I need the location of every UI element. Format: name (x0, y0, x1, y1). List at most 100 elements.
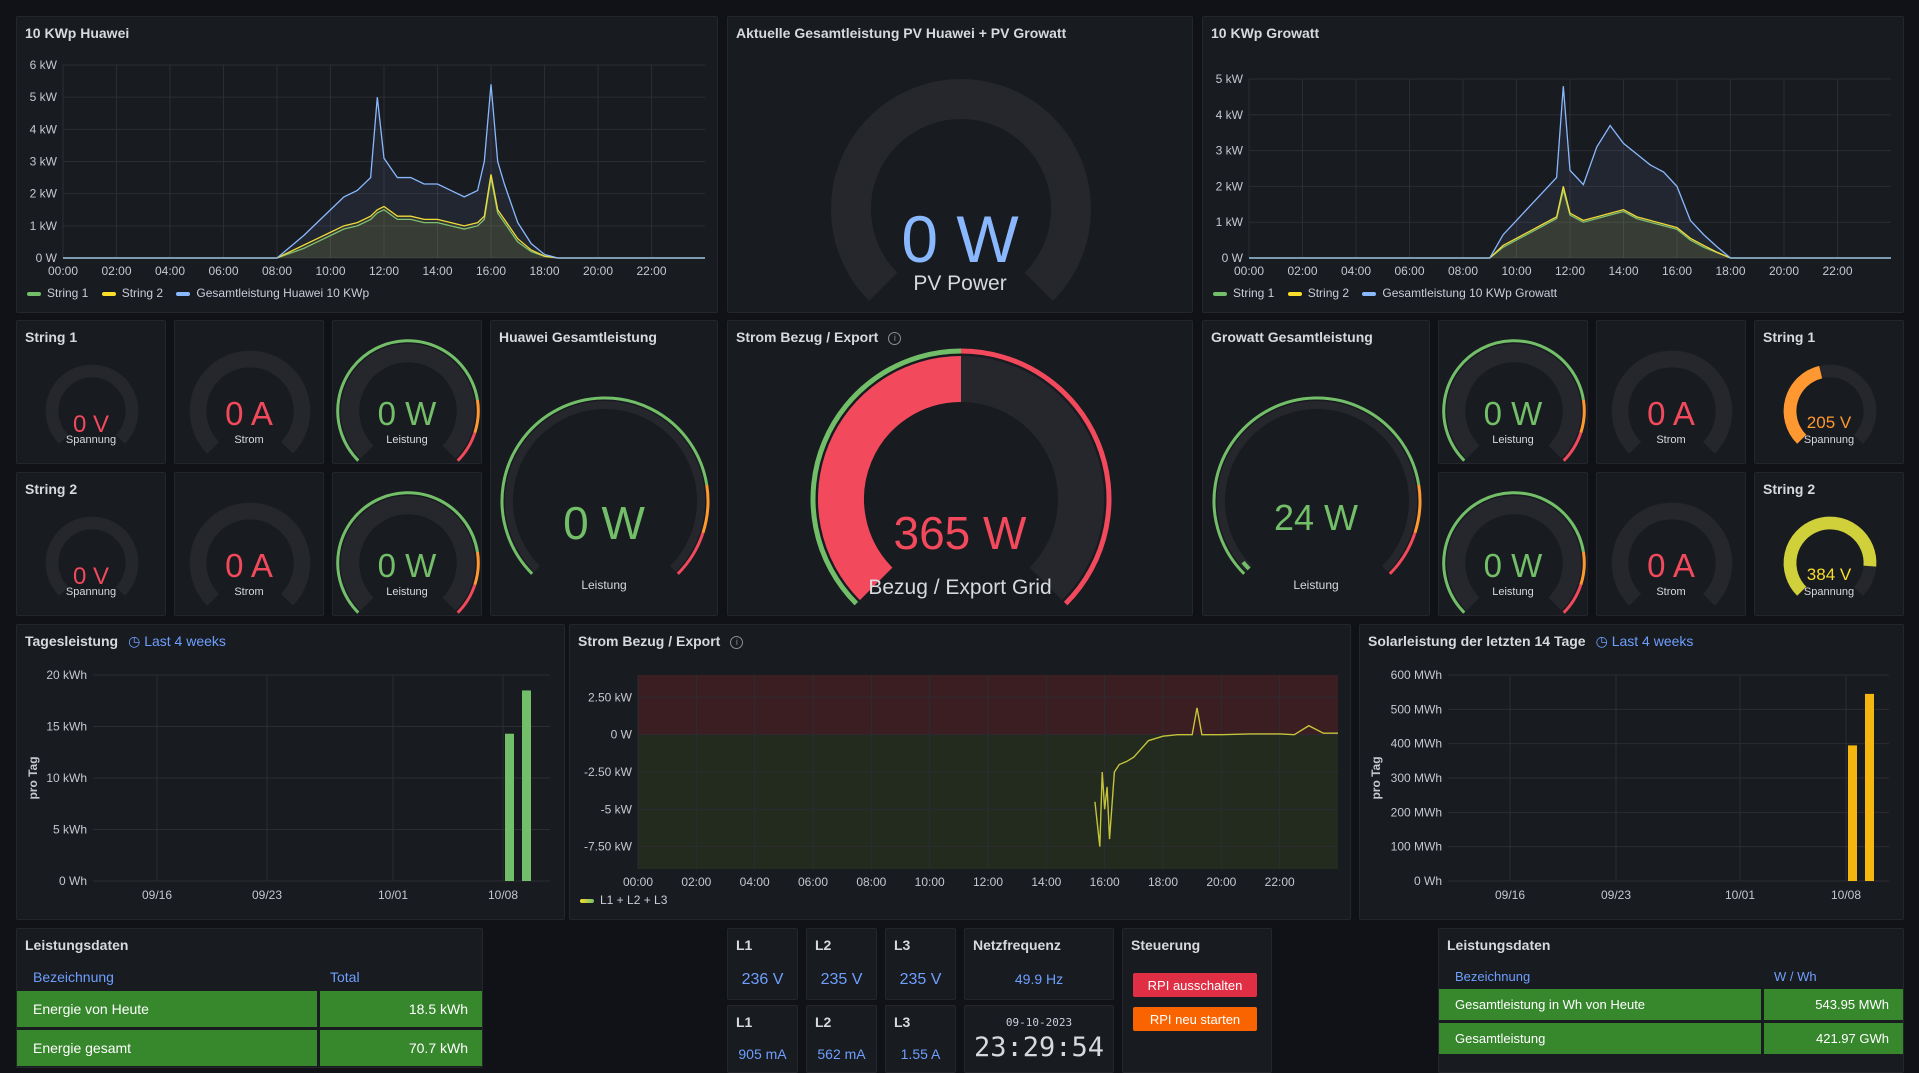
grid-gauge-label: Bezug / Export Grid (868, 576, 1052, 599)
power-value: 0 W (1483, 395, 1543, 432)
y-tick-label: -7.50 kW (584, 840, 633, 854)
phase-value: 905 mA (738, 1046, 787, 1062)
x-tick-label: 20:00 (1769, 264, 1799, 278)
x-tick-label: 18:00 (1148, 875, 1178, 889)
hw-string1-power-panel: 0 W Leistung (332, 320, 482, 464)
growatt-line-chart[interactable]: 0 W 1 kW 2 kW 3 kW 4 kW 5 kW 00:00 02:00 04:00 06… (1203, 17, 1904, 313)
grid-gauge-panel: Strom Bezug / Export i 365 W Bezug / Expo… (727, 320, 1193, 616)
solar14-bar-panel: Solarleistung der letzten 14 Tage ◷ Last … (1359, 624, 1904, 920)
threshold-band (1212, 396, 1421, 575)
info-icon[interactable]: i (888, 331, 902, 345)
hw-string2-power-panel: 0 W Leistung (332, 472, 482, 616)
gauge-track (1611, 350, 1733, 454)
grid-line-chart[interactable]: -7.50 kW -5 kW -2.50 kW 0 W 2.50 kW 00:00 02:0… (570, 625, 1351, 920)
column-header[interactable]: W / Wh (1774, 968, 1817, 984)
table-cell: Energie gesamt (17, 1030, 320, 1066)
gauge-track (1446, 495, 1582, 611)
gauge-track (1611, 502, 1733, 606)
bar (505, 733, 514, 881)
x-tick-label: 09/16 (1495, 888, 1525, 902)
solar14-bar-chart[interactable]: 0 Wh 100 MWh 200 MWh 300 MWh 400 MWh 500 MWh 6… (1360, 625, 1904, 920)
column-header[interactable]: Bezeichnung (1455, 968, 1531, 984)
series-line (63, 174, 705, 259)
power-label: Leistung (1492, 586, 1534, 598)
y-axis-label: pro Tag (1369, 756, 1383, 799)
growatt-total-gauge (1212, 396, 1422, 575)
x-tick-label: 02:00 (681, 875, 711, 889)
panel-title: Huawei Gesamtleistung (499, 329, 657, 345)
legend-string-1[interactable]: String 1 (1233, 286, 1275, 300)
y-tick-label: 10 kWh (46, 771, 87, 785)
panel-title: 10 KWp Huawei (25, 25, 130, 41)
table-row: Gesamtleistung 421.97 GWh (1439, 1023, 1903, 1054)
bar (1865, 693, 1874, 881)
x-tick-label: 10/08 (1831, 888, 1861, 902)
power-label: Leistung (386, 586, 428, 598)
bar (522, 690, 531, 881)
y-axis-label: pro Tag (26, 756, 40, 799)
x-tick-label: 02:00 (1287, 264, 1317, 278)
phase-value: 236 V (741, 971, 784, 988)
time-range-link[interactable]: ◷ Last 4 weeks (128, 633, 226, 649)
gw-string2-power-panel: 0 W Leistung (1438, 472, 1588, 616)
panel-title-text: Strom Bezug / Export (736, 329, 879, 345)
series-fill (1489, 86, 1731, 258)
threshold-band (473, 399, 480, 434)
power-value: 0 W (1483, 547, 1543, 584)
legend-string-2[interactable]: String 2 (1307, 286, 1350, 300)
y-tick-label: -2.50 kW (584, 765, 633, 779)
panel-title: Netzfrequenz (973, 937, 1061, 953)
threshold-band (456, 584, 477, 614)
y-tick-label: 3 kW (30, 155, 58, 169)
panel-title: Solarleistung der letzten 14 Tage ◷ Last … (1368, 633, 1693, 650)
grid-gauge (810, 348, 1112, 606)
series-fill (1489, 186, 1731, 258)
clock-panel: 09-10-2023 23:29:54 (964, 1005, 1114, 1073)
steuerung-panel: Steuerung RPI ausschalten RPI neu starte… (1122, 928, 1272, 1073)
voltage-value: 384 V (1806, 565, 1852, 584)
column-header[interactable]: Total (330, 969, 360, 985)
current-gauge (189, 350, 311, 454)
panel-title: Strom Bezug / Export i (578, 633, 744, 649)
legend-l1-l2-l3[interactable]: L1 + L2 + L3 (600, 893, 668, 907)
y-tick-label: 0 W (36, 251, 58, 265)
power-gauge (1442, 339, 1586, 462)
hw-string2-current-panel: 0 A Strom (174, 472, 324, 616)
panel-title: 10 KWp Growatt (1211, 25, 1320, 41)
x-tick-label: 04:00 (155, 264, 185, 278)
column-header[interactable]: Bezeichnung (33, 969, 114, 985)
growatt-total-value: 24 W (1273, 497, 1359, 538)
legend-string-2[interactable]: String 2 (121, 286, 164, 300)
y-tick-label: 5 kW (1216, 72, 1244, 86)
grid-gauge-value: 365 W (893, 507, 1027, 559)
threshold-band (1562, 432, 1583, 462)
power-gauge (1442, 491, 1586, 614)
x-tick-label: 04:00 (740, 875, 770, 889)
y-tick-label: 2 kW (1216, 179, 1244, 193)
legend-string-1[interactable]: String 1 (47, 286, 89, 300)
voltage-label: Spannung (1803, 586, 1855, 598)
huawei-line-chart[interactable]: 0 W 1 kW 2 kW 3 kW 4 kW 5 kW 6 kW 00:00 02:00 04:… (17, 17, 718, 313)
y-tick-label: 2.50 kW (588, 690, 633, 704)
y-tick-label: 2 kW (30, 187, 58, 201)
x-tick-label: 12:00 (1555, 264, 1585, 278)
legend-total[interactable]: Gesamtleistung Huawei 10 KWp (196, 286, 370, 300)
x-tick-label: 14:00 (422, 264, 452, 278)
phase-value: 235 V (899, 971, 942, 988)
time-range-link[interactable]: ◷ Last 4 weeks (1595, 633, 1694, 649)
hw-string2-voltage-panel: String 2 0 V Spannung (16, 472, 166, 616)
legend-total[interactable]: Gesamtleistung 10 KWp Growatt (1382, 286, 1558, 300)
growatt-total-label: Leistung (1293, 578, 1339, 592)
phase-value: 562 mA (817, 1046, 866, 1062)
rpi-shutdown-button[interactable]: RPI ausschalten (1133, 973, 1257, 997)
info-icon[interactable]: i (730, 635, 744, 649)
growatt-total-panel: Growatt Gesamtleistung 24 W Leistung (1202, 320, 1430, 616)
daily-bar-chart[interactable]: 0 Wh 5 kWh 10 kWh 15 kWh 20 kWh 09/16 09/23 10/… (17, 625, 565, 920)
threshold-band (500, 396, 709, 575)
y-tick-label: 5 kW (30, 90, 58, 104)
threshold-band (810, 348, 962, 606)
y-tick-label: 100 MWh (1391, 840, 1442, 854)
y-tick-label: 0 W (1222, 251, 1244, 265)
x-tick-label: 09/23 (252, 888, 282, 902)
rpi-restart-button[interactable]: RPI neu starten (1133, 1007, 1257, 1031)
